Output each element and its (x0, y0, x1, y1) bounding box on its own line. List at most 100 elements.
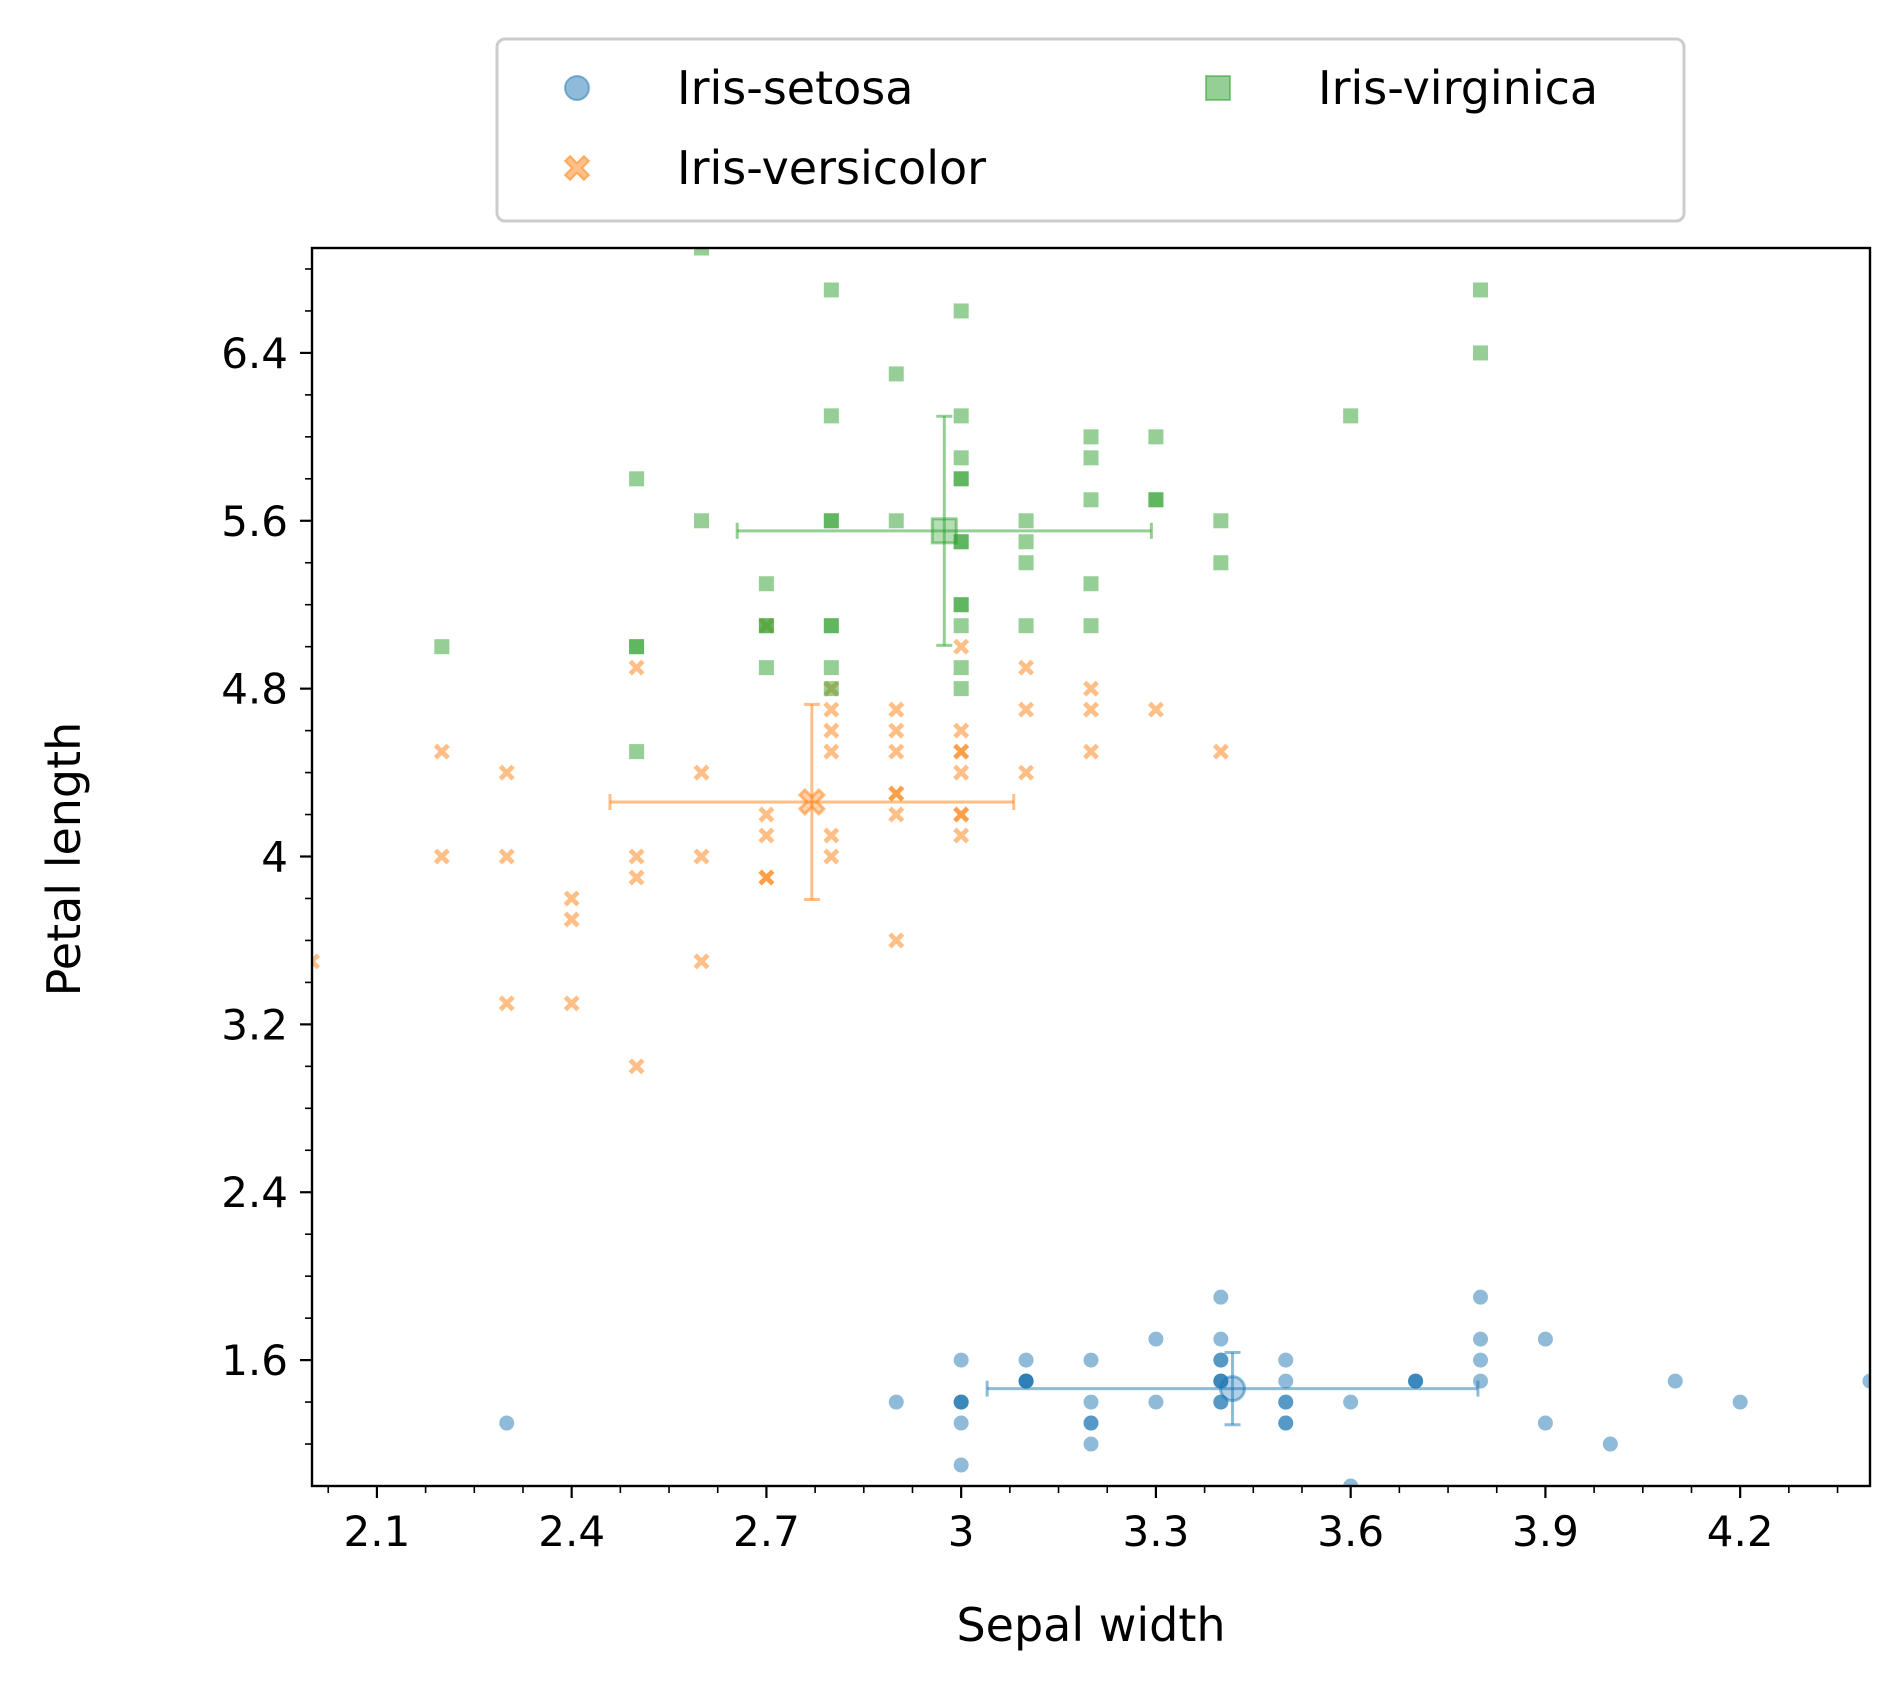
point (758, 576, 774, 592)
point (628, 848, 645, 865)
point (694, 513, 709, 529)
y-tick-label: 5.6 (221, 497, 288, 546)
point (953, 597, 969, 613)
point (563, 995, 580, 1012)
point (953, 722, 970, 739)
point (1083, 1394, 1099, 1410)
point (1148, 1394, 1164, 1410)
point (312, 953, 320, 970)
point (823, 743, 840, 760)
point (953, 1394, 969, 1410)
point (888, 701, 905, 718)
point (1018, 701, 1035, 718)
point (498, 995, 515, 1012)
mean-point (1219, 1375, 1247, 1403)
point (953, 1457, 969, 1473)
point (953, 303, 969, 319)
point (1732, 1394, 1748, 1410)
point (433, 743, 450, 760)
legend-marker (564, 75, 590, 101)
point (1148, 429, 1164, 445)
point (1083, 576, 1099, 592)
point (1278, 1352, 1294, 1368)
point (1862, 1373, 1870, 1389)
error-bars (608, 702, 1016, 902)
point (888, 806, 905, 823)
point (953, 471, 969, 487)
point (953, 1352, 969, 1368)
x-axis-label: Sepal width (956, 1598, 1225, 1652)
point (953, 681, 969, 697)
point (1278, 1394, 1294, 1410)
x-tick-label: 3 (948, 1507, 975, 1556)
point (1343, 1394, 1359, 1410)
point (888, 513, 904, 529)
point (1083, 701, 1099, 718)
y-tick-label: 6.4 (221, 329, 288, 378)
point (1537, 1415, 1553, 1431)
y-tick-label: 1.6 (221, 1336, 288, 1385)
point (433, 848, 450, 865)
x-tick-label: 3.6 (1317, 1507, 1384, 1556)
plot-area (312, 248, 1870, 1486)
point (823, 513, 839, 529)
point (629, 744, 645, 760)
point (888, 366, 904, 382)
point (498, 848, 515, 865)
point (1213, 513, 1229, 529)
point (758, 827, 775, 844)
point (629, 639, 645, 655)
point (823, 681, 839, 697)
point (953, 1415, 969, 1431)
point (1083, 618, 1099, 634)
point (1213, 1331, 1229, 1347)
legend-label: Iris-setosa (677, 61, 913, 115)
point (1473, 1331, 1488, 1347)
point (1278, 1415, 1294, 1431)
y-axis-label: Petal length (37, 722, 91, 997)
point (1148, 1331, 1164, 1347)
point (694, 248, 709, 256)
x-tick-label: 3.3 (1123, 1507, 1190, 1556)
point (758, 660, 774, 676)
point (1537, 1331, 1553, 1347)
point (693, 953, 710, 970)
point (498, 764, 515, 781)
point (1473, 1373, 1488, 1389)
point (1083, 492, 1099, 508)
mean-point (930, 517, 958, 545)
point (628, 869, 645, 886)
point (1018, 534, 1034, 550)
x-tick-label: 2.1 (344, 1507, 411, 1556)
point (1018, 764, 1035, 781)
point (563, 890, 580, 907)
axes-frame (310, 246, 1872, 1488)
point (499, 1415, 515, 1431)
point (1602, 1436, 1618, 1452)
point (823, 848, 840, 865)
point (823, 701, 840, 718)
point (1148, 492, 1164, 508)
point (888, 743, 905, 760)
x-tick-label: 2.4 (538, 1507, 605, 1556)
point (693, 764, 710, 781)
point (693, 848, 710, 865)
legend-frame (495, 37, 1686, 223)
legend: Iris-setosa Iris-versicolor Iris-virginica (495, 37, 1686, 223)
point (434, 639, 450, 655)
point (1213, 1289, 1229, 1305)
point (628, 659, 645, 676)
x-tick-label: 3.9 (1512, 1507, 1579, 1556)
point (1083, 680, 1099, 697)
point (1018, 555, 1034, 571)
point (758, 806, 775, 823)
x-tick-label: 4.2 (1707, 1507, 1774, 1556)
point (1083, 743, 1099, 760)
point (1473, 282, 1488, 298)
point (823, 618, 839, 634)
point (563, 911, 580, 928)
point (823, 660, 839, 676)
point (953, 806, 970, 823)
point (953, 764, 970, 781)
